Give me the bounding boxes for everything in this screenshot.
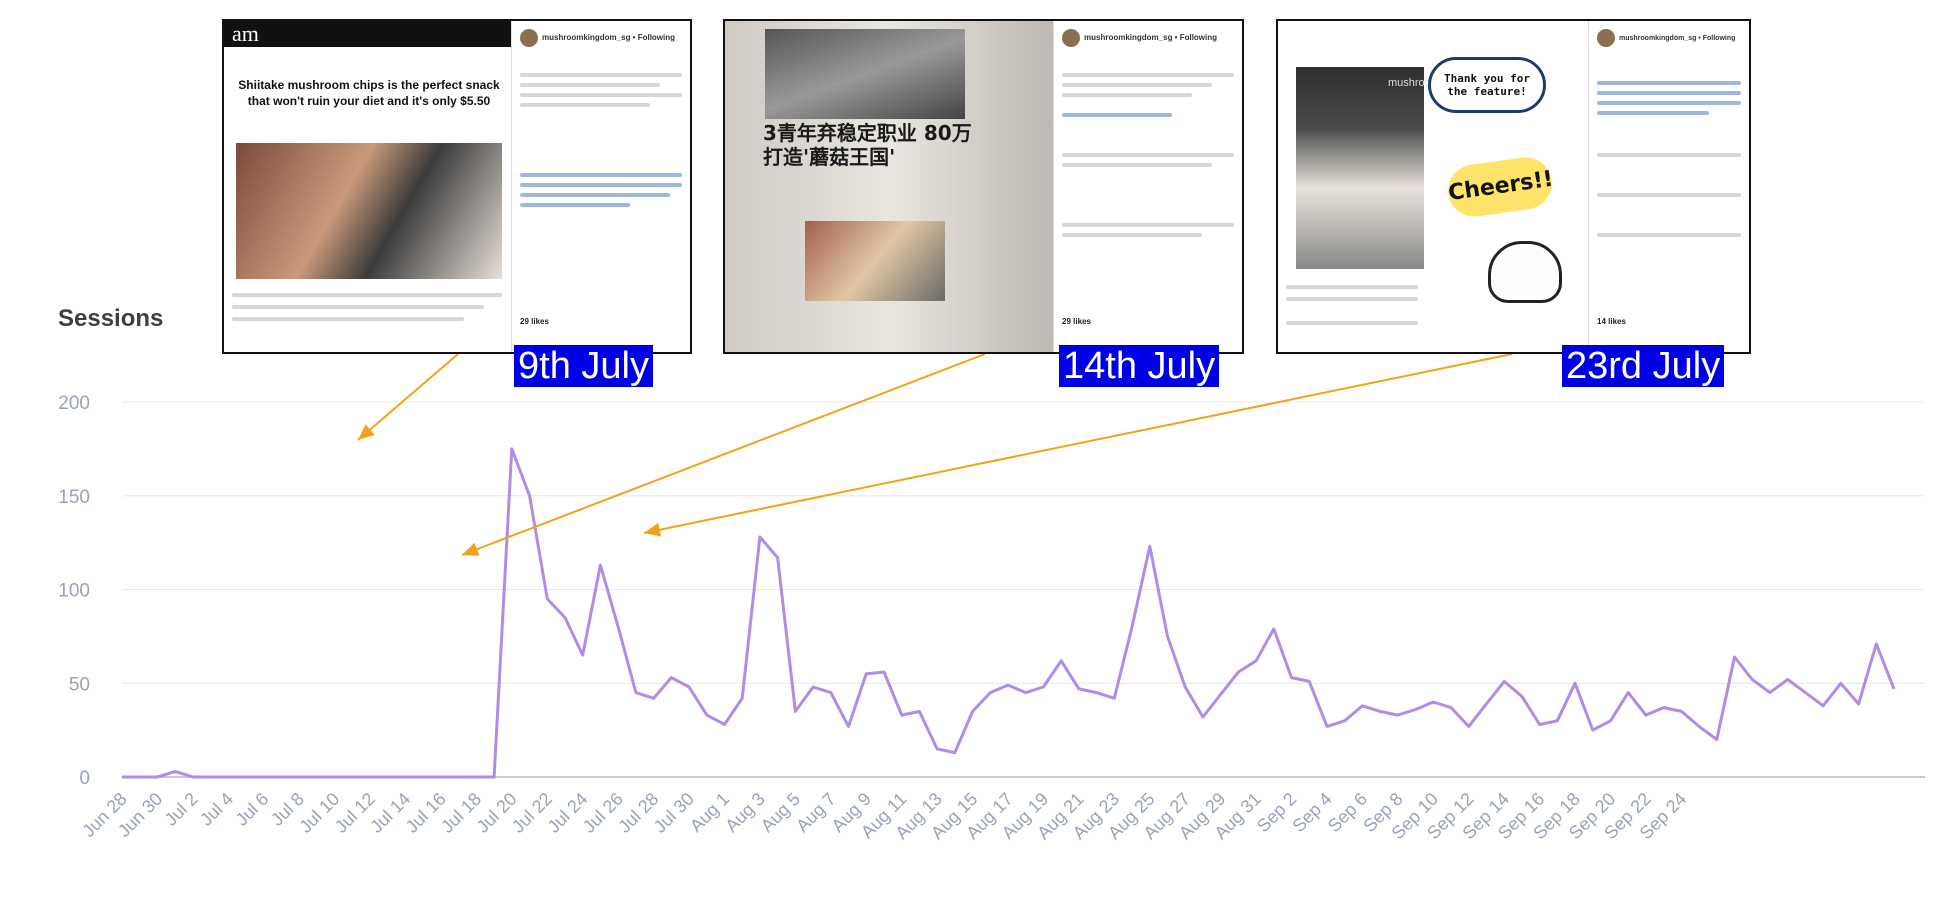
article-title: Shiitake mushroom chips is the perfect s… (238, 78, 500, 108)
y-tick-label: 50 (69, 674, 90, 695)
cheers-sticker: Cheers!! (1444, 154, 1556, 220)
grid-lines (122, 401, 1925, 778)
y-axis-ticks: 200 150 100 50 0 (58, 393, 90, 789)
y-tick-label: 200 (58, 393, 90, 414)
annotation-arrow-head (462, 542, 480, 556)
article-logo: am (232, 21, 259, 46)
x-tick-label: Sep 4 (1288, 789, 1335, 836)
x-tick-label: Jul 16 (402, 789, 450, 837)
avatar (1062, 29, 1080, 47)
x-tick-label: Jul 18 (437, 789, 485, 837)
annotation-arrow-line (461, 353, 986, 556)
x-tick-label: Aug 7 (792, 789, 839, 836)
x-tick-label: Aug 1 (686, 789, 733, 836)
newspaper-headline: 3青年弃稳定职业 80万打造'蘑菇王国' (763, 121, 972, 169)
annotation-label-9th-july: 9th July (514, 345, 653, 387)
annotation-label-14th-july: 14th July (1059, 345, 1220, 387)
ig-likes: 29 likes (520, 317, 549, 326)
y-tick-label: 0 (79, 768, 90, 789)
inset-newspaper-screenshot: 3青年弃稳定职业 80万打造'蘑菇王国' mushroomkingdom_sg … (723, 19, 1244, 354)
x-tick-label: Jul 24 (543, 789, 591, 837)
x-tick-label: Jul 6 (232, 789, 273, 830)
x-tick-label: Aug 3 (721, 789, 768, 836)
x-tick-label: Jul 2 (161, 789, 202, 830)
speech-bubble: Thank you for the feature! (1428, 57, 1546, 113)
article-header-bar (224, 21, 514, 47)
mushroom-kit-photo (1296, 67, 1424, 269)
newspaper-photo-bottom (805, 221, 945, 301)
x-tick-label: Jul 10 (295, 789, 343, 837)
annotation-arrow-head (644, 522, 662, 537)
y-tick-label: 150 (58, 487, 90, 508)
article-photo (236, 143, 502, 279)
sessions-series-line (122, 447, 1896, 779)
annotation-arrow-head (358, 424, 375, 440)
x-tick-label: Sep 6 (1324, 789, 1371, 836)
ig-post-header: mushroomkingdom_sg • Following (1062, 29, 1217, 47)
x-tick-label: Jul 12 (331, 789, 379, 837)
annotation-arrow-line (357, 353, 459, 441)
y-axis-title: Sessions (58, 305, 164, 332)
y-tick-label: 100 (58, 581, 90, 602)
x-tick-label: Jul 30 (650, 789, 698, 837)
cartoon-mushroom (1488, 241, 1562, 303)
inset-parenting-site-screenshot: mushroom Thank you for the feature! Chee… (1276, 19, 1751, 354)
annotation-arrows (357, 353, 1513, 556)
ig-likes: 29 likes (1062, 317, 1091, 326)
annotation-arrow-line (643, 353, 1513, 534)
avatar (1597, 29, 1615, 47)
brand-text: mushroom (1388, 77, 1440, 89)
x-tick-label: Jul 28 (614, 789, 662, 837)
ig-likes: 14 likes (1597, 317, 1626, 326)
ig-post-header: mushroomkingdom_sg • Following (520, 29, 675, 47)
avatar (520, 29, 538, 47)
x-tick-label: Jul 26 (579, 789, 627, 837)
x-tick-label: Jul 20 (473, 789, 521, 837)
ig-post-header: mushroomkingdom_sg • Following (1597, 29, 1735, 47)
x-tick-label: Aug 5 (757, 789, 804, 836)
x-tick-label: Sep 2 (1253, 789, 1300, 836)
newspaper-photo-top (765, 29, 965, 119)
annotation-label-23rd-july: 23rd July (1562, 345, 1725, 387)
x-tick-label: Jul 4 (196, 789, 237, 830)
x-tick-label: Jul 14 (366, 789, 414, 837)
inset-article-screenshot: am Shiitake mushroom chips is the perfec… (222, 19, 692, 354)
x-tick-label: Jul 22 (508, 789, 556, 837)
